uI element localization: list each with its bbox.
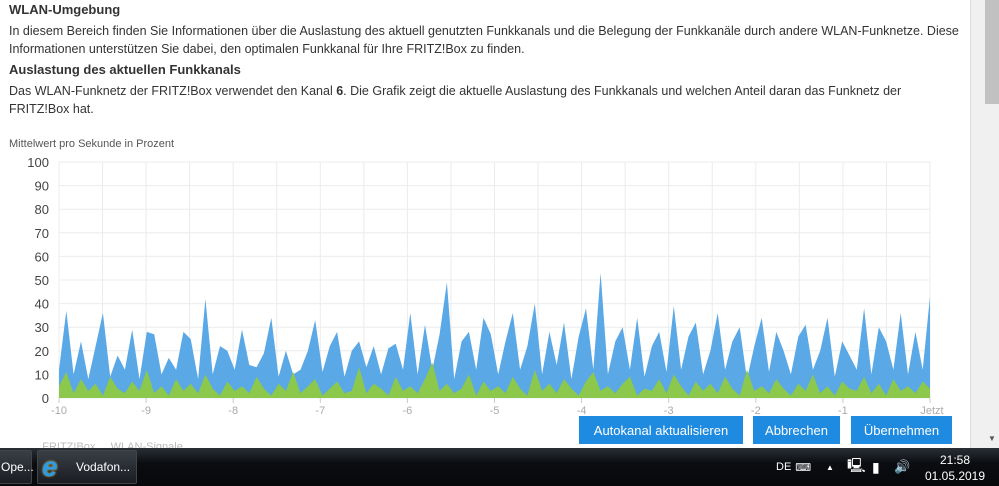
volume-icon[interactable]: 🔊 — [894, 459, 911, 474]
y-tick-label: 0 — [42, 391, 49, 406]
x-tick-label: -5 — [490, 405, 500, 417]
x-tick-label: -9 — [141, 405, 151, 417]
subtitle: Auslastung des aktuellen Funkkanals — [9, 62, 241, 77]
y-tick-label: 60 — [35, 249, 49, 264]
autochannel-button[interactable]: Autokanal aktualisieren — [579, 416, 743, 444]
x-tick-label: Jetzt — [920, 405, 943, 417]
scrollbar-thumb[interactable] — [985, 0, 999, 104]
y-tick-label: 30 — [35, 320, 49, 335]
taskbar-item-opera[interactable]: Ope... — [0, 450, 34, 484]
total-utilization-area — [59, 272, 930, 398]
cancel-button[interactable]: Abbrechen — [753, 416, 840, 444]
language-indicator[interactable]: DE ⌨ — [776, 448, 811, 486]
y-tick-label: 100 — [27, 155, 49, 170]
clock[interactable]: 21:58 01.05.2019 — [920, 452, 990, 484]
page-content: WLAN-Umgebung In diesem Bereich finden S… — [9, 2, 959, 453]
y-tick-label: 10 — [35, 367, 49, 382]
taskbar-item-ie[interactable]: e Vodafon... — [37, 450, 137, 484]
x-tick-label: -8 — [228, 405, 238, 417]
network-icon[interactable]: 🖳 — [847, 457, 866, 473]
desc-before: Das WLAN-Funknetz der FRITZ!Box verwende… — [9, 84, 337, 98]
scroll-down-icon[interactable]: ▼ — [988, 434, 996, 443]
taskbar: Ope... e Vodafon... DE ⌨ ▲ 🖳 ▮ 🔊 21:58 01.… — [0, 448, 999, 486]
channel-number: 6 — [336, 84, 344, 98]
utilization-chart: 0 10 20 30 40 50 60 70 80 90 100 -10 -9 -8 -7 -6 -5 -4 -3 -… — [27, 155, 943, 417]
y-tick-label: 20 — [35, 344, 49, 359]
taskbar-item-label: Vodafon... — [76, 460, 131, 474]
y-axis-label: Mittelwert pro Sekunde in Prozent — [9, 138, 175, 150]
show-hidden-icons-icon[interactable]: ▲ — [826, 462, 834, 472]
power-icon[interactable]: ▮ — [872, 458, 880, 475]
date: 01.05.2019 — [924, 469, 986, 483]
x-tick-label: -7 — [315, 405, 325, 417]
x-tick-label: -6 — [403, 405, 413, 417]
fritzbox-share-area — [59, 362, 930, 398]
x-tick-label: -3 — [664, 405, 674, 417]
channel-description: Das WLAN-Funknetz der FRITZ!Box verwende… — [9, 82, 949, 118]
time: 21:58 — [939, 453, 971, 467]
y-tick-label: 40 — [35, 297, 49, 312]
y-tick-label: 50 — [35, 273, 49, 288]
lang-label: DE — [776, 461, 792, 473]
section-title: WLAN-Umgebung — [9, 2, 121, 17]
x-tick-label: -10 — [51, 405, 67, 417]
taskbar-item-label: Ope... — [1, 460, 34, 474]
x-tick-label: -4 — [577, 405, 587, 417]
desc-after: . Die Grafik zeigt die aktuelle Auslastu… — [9, 84, 902, 116]
y-tick-label: 90 — [35, 179, 49, 194]
keyboard-icon: ⌨ — [795, 461, 812, 474]
y-tick-label: 70 — [35, 226, 49, 241]
x-tick-label: -1 — [838, 405, 848, 417]
ie-icon: e — [42, 451, 58, 482]
scrollbar[interactable]: ▼ — [970, 0, 999, 448]
x-tick-label: -2 — [751, 405, 761, 417]
apply-button[interactable]: Übernehmen — [851, 416, 952, 444]
y-tick-label: 80 — [35, 202, 49, 217]
intro-text: In diesem Bereich finden Sie Information… — [9, 24, 959, 56]
